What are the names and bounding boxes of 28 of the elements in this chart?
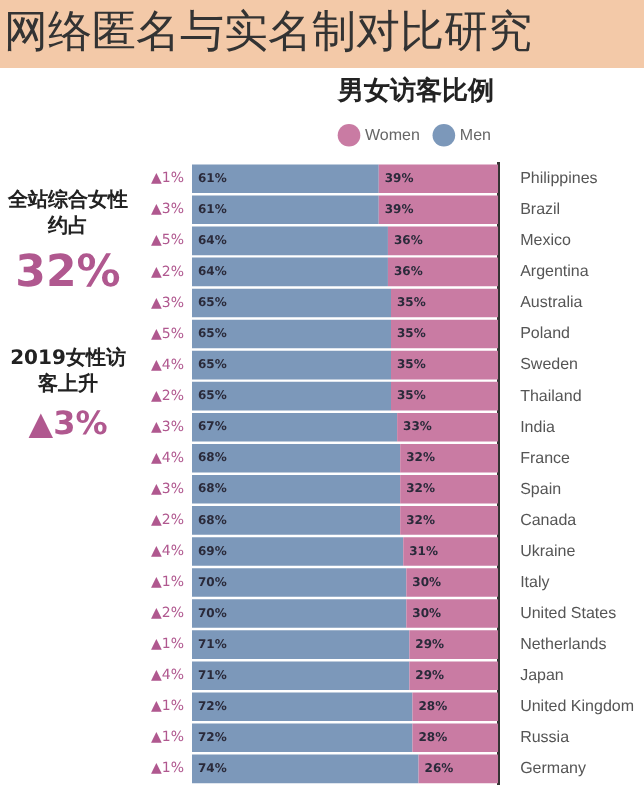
y-tick-label: Spain <box>520 479 562 498</box>
text: 全站综合女性约占 <box>6 188 130 240</box>
y-tick-label: United States <box>520 603 617 622</box>
y-tick-label: Thailand <box>520 386 582 405</box>
y-tick-label: Australia <box>520 293 584 312</box>
y-tick-label: Japan <box>520 666 564 685</box>
legend-label: Women <box>365 125 420 144</box>
text: 2019女性访客上升 <box>8 346 128 398</box>
y-tick-label: Italy <box>520 572 550 591</box>
y-tick-label: United Kingdom <box>520 697 635 716</box>
y-tick-label: Netherlands <box>520 635 607 654</box>
chart-title: 网络匿名与实名制对比研究 <box>0 0 644 68</box>
y-tick-label: Russia <box>520 728 571 747</box>
y-tick-label: Poland <box>520 324 570 343</box>
y-tick-label: Sweden <box>520 355 578 374</box>
y-tick-label: Canada <box>520 510 578 529</box>
y-tick-label: India <box>520 417 556 436</box>
y-tick-label: Philippines <box>520 169 598 188</box>
y-tick-label: Argentina <box>520 262 590 281</box>
y-tick-label: Brazil <box>520 200 561 219</box>
y-tick-label: Germany <box>520 759 586 778</box>
y-tick-label: Mexico <box>520 231 572 250</box>
chart-subtitle: 男女访客比例 <box>336 74 494 105</box>
y-tick-label: France <box>520 448 572 467</box>
text: 32% <box>13 248 123 298</box>
text: ▲3% <box>26 404 110 442</box>
y-tick-label: Ukraine <box>520 541 577 560</box>
legend-label: Men <box>459 125 491 144</box>
